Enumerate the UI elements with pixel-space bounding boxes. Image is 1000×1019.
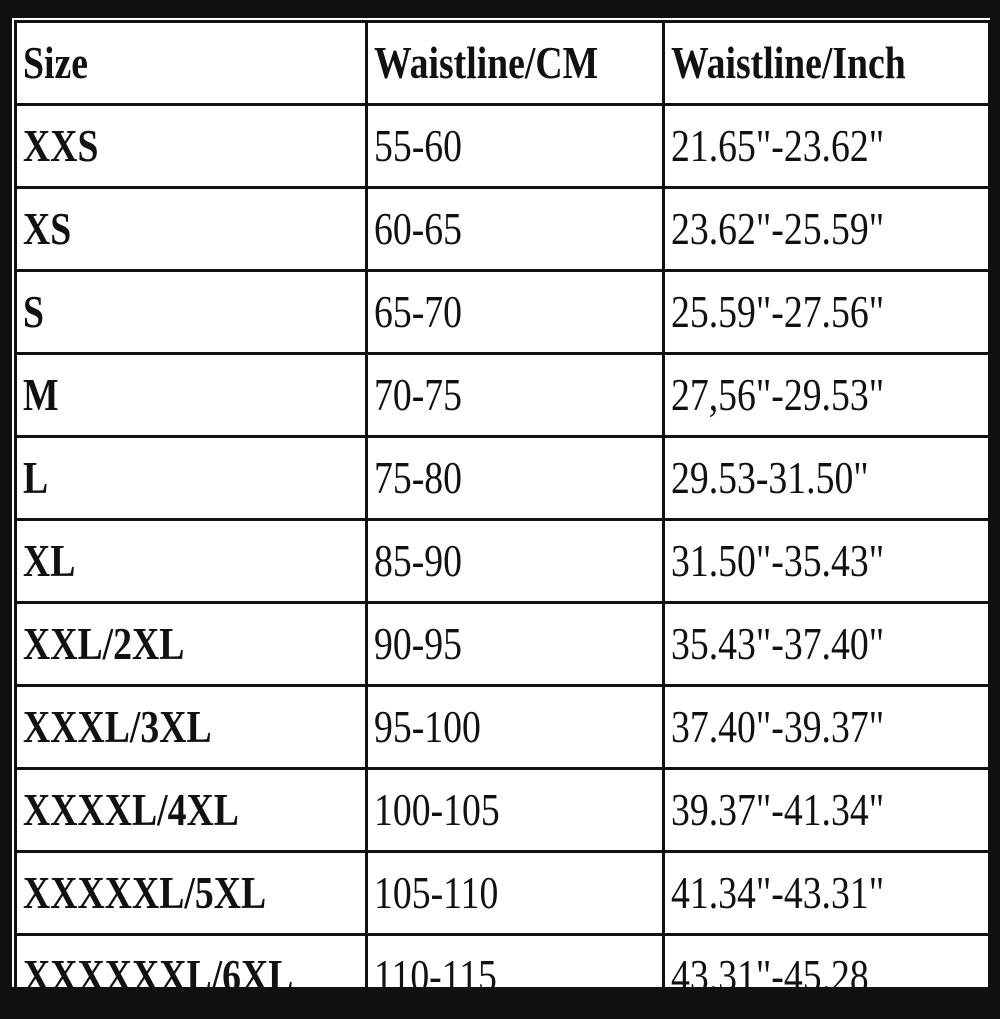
waistline-cm-text: 70-75 — [374, 369, 463, 420]
waistline-cm-text: 55-60 — [374, 120, 463, 171]
size-text: L — [23, 452, 49, 503]
table-row: XXXXXL/5XL 105-110 41.34"-43.31" — [14, 850, 991, 936]
table-row: XXS 55-60 21.65"-23.62" — [14, 103, 991, 189]
size-text: XXXL/3XL — [23, 701, 212, 752]
size-cell: XXXXL/4XL — [14, 767, 368, 853]
table-row: XXXXL/4XL 100-105 39.37"-41.34" — [14, 767, 991, 853]
waistline-cm-text: 75-80 — [374, 452, 463, 503]
table-row: XXXL/3XL 95-100 37.40"-39.37" — [14, 684, 991, 770]
table-row: XL 85-90 31.50"-35.43" — [14, 518, 991, 604]
size-cell: M — [14, 352, 368, 438]
waistline-inch-cell: 25.59"-27.56" — [662, 269, 991, 355]
waistline-inch-cell: 23.62"-25.59" — [662, 186, 991, 272]
table-row: M 70-75 27,56"-29.53" — [14, 352, 991, 438]
waistline-inch-cell: 27,56"-29.53" — [662, 352, 991, 438]
size-text: XXXXL/4XL — [23, 784, 239, 835]
size-cell: XXXXXL/5XL — [14, 850, 368, 936]
header-waistline-cm: Waistline/CM — [374, 37, 599, 88]
waistline-cm-cell: 60-65 — [365, 186, 665, 272]
size-cell: XXL/2XL — [14, 601, 368, 687]
waistline-inch-cell: 39.37"-41.34" — [662, 767, 991, 853]
size-text: XXXXXL/5XL — [23, 867, 267, 918]
waistline-cm-cell: 55-60 — [365, 103, 665, 189]
table-row: XS 60-65 23.62"-25.59" — [14, 186, 991, 272]
size-cell: S — [14, 269, 368, 355]
waistline-cm-cell: 95-100 — [365, 684, 665, 770]
header-cell: Size — [14, 20, 368, 106]
waistline-inch-text: 29.53-31.50" — [671, 452, 869, 503]
header-waistline-inch: Waistline/Inch — [671, 37, 906, 88]
waistline-cm-text: 65-70 — [374, 286, 463, 337]
size-text: XXXXXXL/6XL — [23, 950, 294, 1001]
waistline-cm-cell: 90-95 — [365, 601, 665, 687]
waistline-cm-cell: 75-80 — [365, 435, 665, 521]
header-size: Size — [23, 37, 88, 88]
size-cell: XXXL/3XL — [14, 684, 368, 770]
size-text: XXL/2XL — [23, 618, 185, 669]
waistline-inch-text: 23.62"-25.59" — [671, 203, 885, 254]
size-text: XS — [23, 203, 72, 254]
waistline-cm-text: 60-65 — [374, 203, 463, 254]
waistline-inch-cell: 41.34"-43.31" — [662, 850, 991, 936]
table-header-row: Size Waistline/CM Waistline/Inch — [14, 20, 991, 106]
table-row: L 75-80 29.53-31.50" — [14, 435, 991, 521]
waistline-inch-cell: 21.65"-23.62" — [662, 103, 991, 189]
waistline-inch-cell: 43.31"-45.28 — [662, 933, 991, 1019]
waistline-cm-text: 100-105 — [374, 784, 500, 835]
size-text: XL — [23, 535, 76, 586]
waistline-inch-cell: 35.43"-37.40" — [662, 601, 991, 687]
waistline-cm-cell: 110-115 — [365, 933, 665, 1019]
waistline-cm-cell: 70-75 — [365, 352, 665, 438]
waistline-cm-text: 85-90 — [374, 535, 463, 586]
waistline-cm-text: 105-110 — [374, 867, 499, 918]
size-text: M — [23, 369, 59, 420]
size-cell: XXXXXXL/6XL — [14, 933, 368, 1019]
waistline-inch-cell: 29.53-31.50" — [662, 435, 991, 521]
waistline-inch-text: 37.40"-39.37" — [671, 701, 885, 752]
size-text: XXS — [23, 120, 99, 171]
waistline-inch-cell: 37.40"-39.37" — [662, 684, 991, 770]
waistline-cm-cell: 105-110 — [365, 850, 665, 936]
table-row: S 65-70 25.59"-27.56" — [14, 269, 991, 355]
size-cell: XS — [14, 186, 368, 272]
waistline-cm-text: 95-100 — [374, 701, 481, 752]
waistline-cm-cell: 65-70 — [365, 269, 665, 355]
size-cell: L — [14, 435, 368, 521]
waistline-inch-text: 43.31"-45.28 — [671, 950, 869, 1001]
header-cell: Waistline/CM — [365, 20, 665, 106]
size-chart: Size Waistline/CM Waistline/Inch XXS 55-6… — [12, 18, 991, 1019]
waistline-cm-cell: 100-105 — [365, 767, 665, 853]
waistline-cm-text: 90-95 — [374, 618, 463, 669]
table-row: XXXXXXL/6XL 110-115 43.31"-45.28 — [14, 933, 991, 1019]
waistline-cm-cell: 85-90 — [365, 518, 665, 604]
header-cell: Waistline/Inch — [662, 20, 991, 106]
size-cell: XL — [14, 518, 368, 604]
waistline-inch-cell: 31.50"-35.43" — [662, 518, 991, 604]
waistline-inch-text: 25.59"-27.56" — [671, 286, 885, 337]
size-table: Size Waistline/CM Waistline/Inch XXS 55-6… — [14, 20, 991, 1019]
waistline-inch-text: 21.65"-23.62" — [671, 120, 885, 171]
size-cell: XXS — [14, 103, 368, 189]
waistline-inch-text: 31.50"-35.43" — [671, 535, 885, 586]
waistline-inch-text: 35.43"-37.40" — [671, 618, 885, 669]
table-row: XXL/2XL 90-95 35.43"-37.40" — [14, 601, 991, 687]
waistline-cm-text: 110-115 — [374, 950, 497, 1001]
waistline-inch-text: 41.34"-43.31" — [671, 867, 885, 918]
size-text: S — [23, 286, 44, 337]
waistline-inch-text: 27,56"-29.53" — [671, 369, 885, 420]
waistline-inch-text: 39.37"-41.34" — [671, 784, 885, 835]
